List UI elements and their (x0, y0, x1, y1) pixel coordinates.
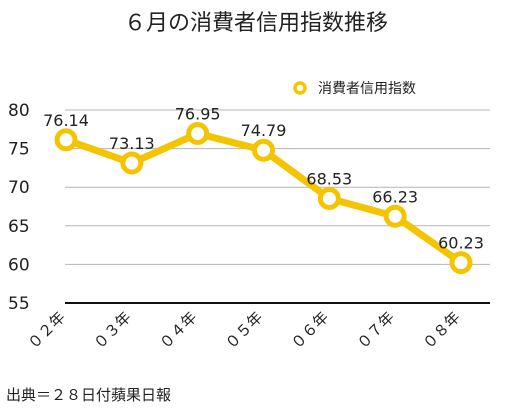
x-tick-label: ０７年 (353, 308, 398, 353)
data-point (252, 138, 275, 162)
data-point (449, 251, 473, 275)
data-label: 68.53 (306, 170, 352, 189)
y-tick-label: 55 (8, 294, 30, 314)
source-note: 出典＝２８日付蘋果日報 (6, 386, 171, 404)
data-label: 74.79 (241, 121, 287, 140)
data-points (54, 122, 473, 275)
x-tick-label: ０５年 (222, 308, 267, 353)
legend: 消費者信用指数 (293, 81, 416, 97)
y-tick-label: 60 (8, 255, 30, 275)
y-tick-label: 75 (8, 140, 30, 160)
y-tick-label: 70 (8, 178, 30, 198)
y-tick-label: 65 (8, 217, 30, 237)
x-tick-label: ０８年 (419, 308, 464, 353)
data-point (186, 122, 210, 146)
grid-lines (65, 109, 490, 304)
data-point (317, 187, 341, 211)
data-point (54, 128, 78, 152)
data-point (120, 151, 144, 175)
chart-title: ６月の消費者信用指数推移 (124, 11, 388, 36)
x-tick-label: ０４年 (156, 308, 201, 353)
data-label: 66.23 (372, 187, 418, 206)
x-tick-label: ０６年 (288, 308, 333, 353)
x-tick-label: ０２年 (24, 308, 69, 353)
data-labels: 76.14 73.13 76.95 74.79 68.53 66.23 60.23 (43, 105, 484, 253)
y-axis-tick-labels: 55 60 65 70 75 80 (8, 101, 30, 314)
data-point (383, 204, 407, 228)
legend-label: 消費者信用指数 (318, 81, 416, 97)
legend-marker (293, 81, 307, 95)
data-label: 76.95 (175, 105, 221, 124)
y-tick-label: 80 (8, 101, 30, 121)
data-label: 76.14 (43, 111, 89, 130)
data-label: 73.13 (109, 134, 155, 153)
data-label: 60.23 (438, 234, 484, 253)
x-axis-tick-labels: ０２年 ０３年 ０４年 ０５年 ０６年 ０７年 ０８年 (24, 308, 464, 353)
x-tick-label: ０３年 (90, 308, 135, 353)
